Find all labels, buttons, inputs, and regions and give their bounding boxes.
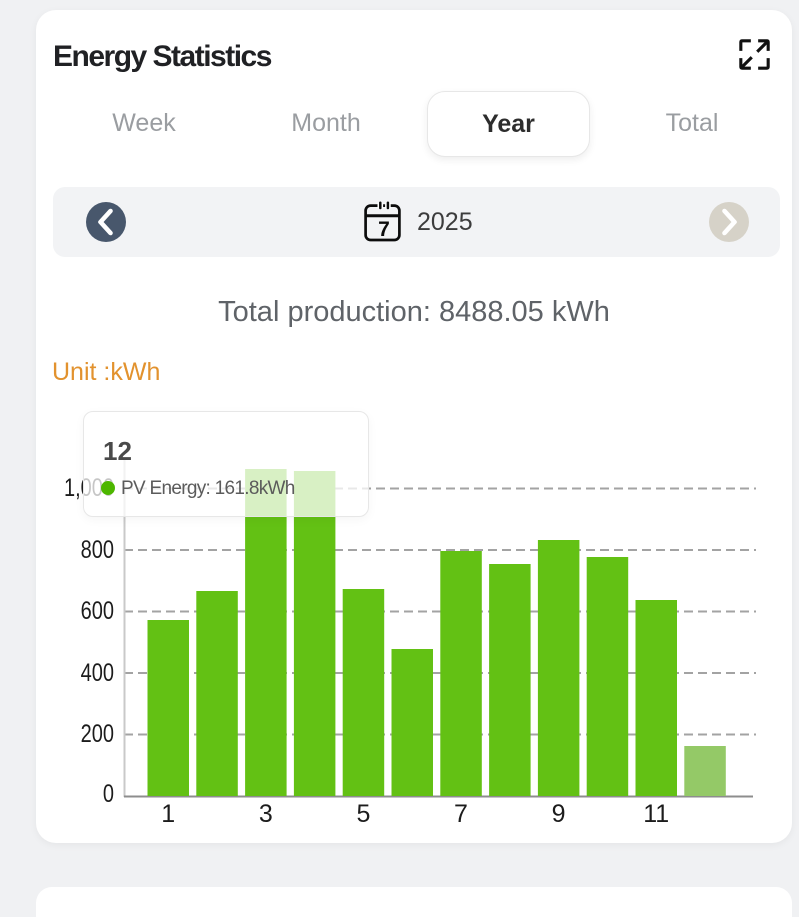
svg-text:11: 11 [643,800,669,828]
svg-text:800: 800 [81,536,114,564]
svg-text:9: 9 [552,800,566,828]
svg-text:400: 400 [81,659,114,687]
svg-text:1: 1 [161,800,175,828]
svg-text:3: 3 [259,800,273,828]
svg-text:0: 0 [103,780,114,808]
svg-text:7: 7 [378,218,390,241]
svg-text:600: 600 [81,597,114,625]
svg-text:5: 5 [356,800,370,828]
svg-text:7: 7 [454,800,468,828]
svg-text:200: 200 [81,720,114,748]
